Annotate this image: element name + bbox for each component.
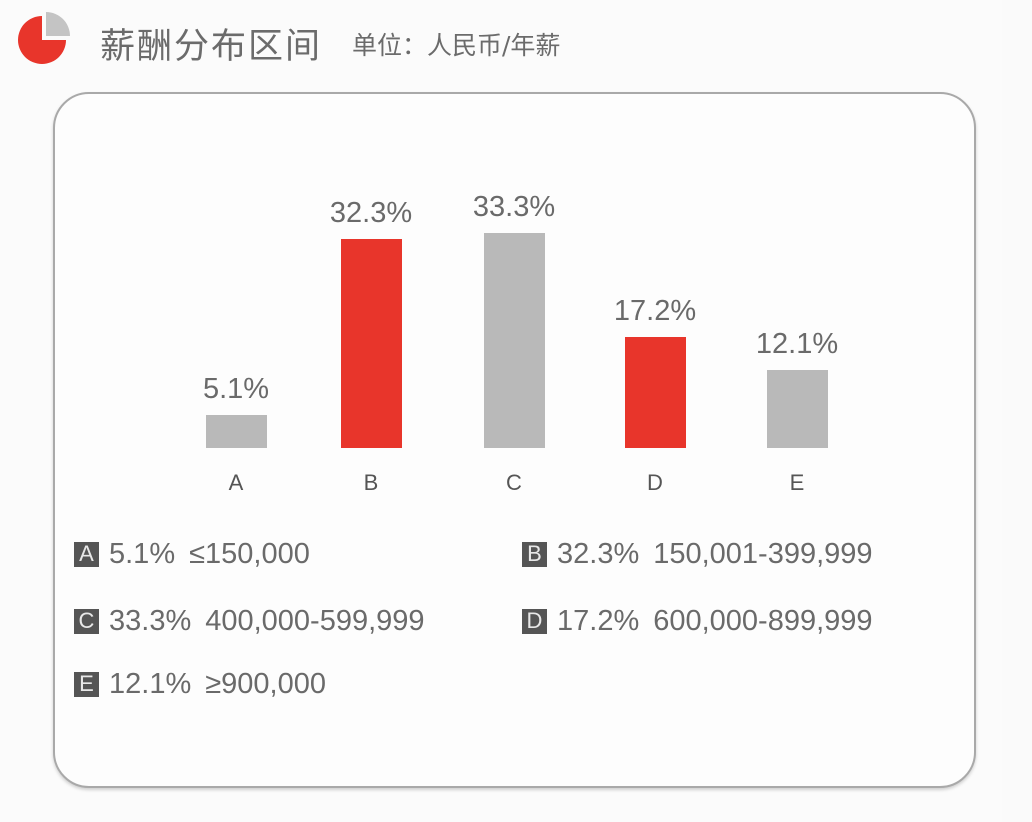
bar-value-label: 32.3%	[329, 197, 413, 229]
category-label: E	[789, 470, 805, 495]
header: 薪酬分布区间 单位：人民币/年薪	[0, 0, 1032, 90]
legend-percent: 33.3%	[109, 604, 192, 637]
legend-item-d: D 17.2% 600,000-899,999	[522, 604, 873, 638]
category-label: B	[363, 470, 379, 495]
bar-d	[625, 337, 686, 448]
unit-label: 单位：人民币/年薪	[352, 31, 561, 60]
legend-range: ≥900,000	[205, 667, 326, 700]
legend-percent: 32.3%	[557, 537, 640, 570]
legend-key-badge: D	[522, 608, 547, 634]
bar-e	[767, 370, 828, 448]
legend-percent: 17.2%	[557, 604, 640, 637]
legend-key-badge: E	[74, 671, 99, 697]
pie-chart-icon	[18, 12, 70, 64]
legend-item-c: C 33.3% 400,000-599,999	[74, 604, 425, 638]
legend-percent: 12.1%	[109, 667, 192, 700]
bar-value-label: 12.1%	[755, 328, 839, 360]
legend-key-badge: B	[522, 541, 547, 567]
category-label: C	[506, 470, 522, 495]
bar-value-label: 5.1%	[202, 373, 270, 405]
bar-c	[484, 233, 545, 448]
legend-range: 600,000-899,999	[653, 604, 873, 637]
legend-range: ≤150,000	[189, 537, 310, 570]
legend-range: 400,000-599,999	[205, 604, 425, 637]
bar-value-label: 17.2%	[613, 295, 697, 327]
bar-a	[206, 415, 267, 448]
legend-item-e: E 12.1% ≥900,000	[74, 667, 326, 701]
page-edge	[1002, 0, 1032, 822]
legend-percent: 5.1%	[109, 537, 176, 570]
legend-range: 150,001-399,999	[653, 537, 873, 570]
legend-key-badge: C	[74, 608, 99, 634]
category-label: D	[647, 470, 663, 495]
bar-b	[341, 239, 402, 448]
bar-value-label: 33.3%	[472, 191, 556, 223]
legend-item-a: A 5.1% ≤150,000	[74, 537, 310, 571]
legend-item-b: B 32.3% 150,001-399,999	[522, 537, 873, 571]
legend-key-badge: A	[74, 541, 99, 567]
page-title: 薪酬分布区间	[100, 27, 323, 67]
category-label: A	[228, 470, 244, 495]
